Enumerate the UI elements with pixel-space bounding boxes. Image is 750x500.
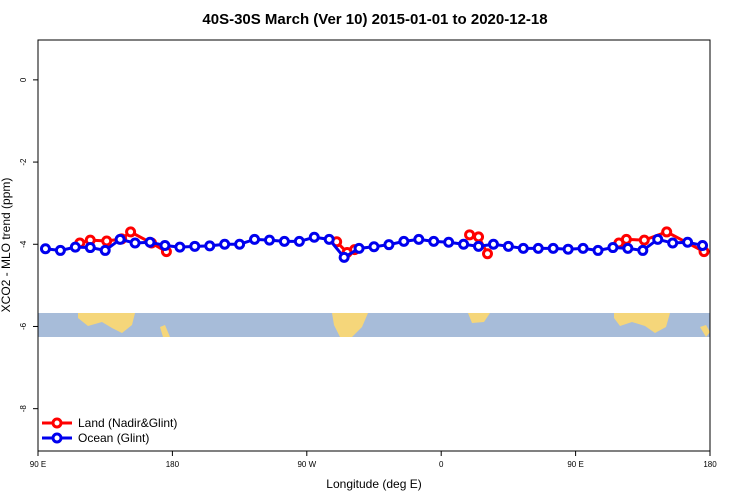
point <box>249 233 261 245</box>
point <box>234 238 246 250</box>
point <box>189 240 201 252</box>
chart-title: 40S-30S March (Ver 10) 2015-01-01 to 202… <box>202 11 547 28</box>
point <box>293 235 305 247</box>
x-tick-label: 180 <box>703 460 717 469</box>
point <box>661 226 673 238</box>
legend-marker <box>51 417 63 429</box>
point <box>204 240 216 252</box>
legend-marker <box>51 432 63 444</box>
legend-label: Ocean (Glint) <box>78 431 149 445</box>
point <box>481 248 493 260</box>
point <box>159 240 171 251</box>
point <box>114 233 126 245</box>
point <box>562 243 574 255</box>
point <box>338 251 350 263</box>
point <box>54 244 66 256</box>
point <box>464 229 476 241</box>
point <box>638 234 650 246</box>
point <box>101 235 113 247</box>
point <box>398 235 410 247</box>
point <box>219 238 231 250</box>
point <box>308 231 320 243</box>
point <box>637 244 649 256</box>
point <box>458 238 470 250</box>
point <box>682 236 694 248</box>
point <box>592 244 604 256</box>
point <box>532 242 544 254</box>
point <box>263 234 275 246</box>
y-tick-label: 0 <box>19 77 28 82</box>
legend-label: Land (Nadir&Glint) <box>78 416 177 430</box>
point <box>353 242 365 254</box>
x-tick-label: 180 <box>166 460 180 469</box>
map-strip <box>38 313 710 337</box>
y-tick-label: -2 <box>19 158 28 166</box>
x-tick-label: 0 <box>439 460 444 469</box>
point <box>69 241 81 253</box>
point <box>84 242 96 254</box>
point <box>473 240 485 252</box>
point <box>428 235 440 247</box>
point <box>443 236 455 248</box>
x-tick-label: 90 W <box>297 460 316 469</box>
point <box>652 233 664 245</box>
point <box>697 240 709 251</box>
plot-frame <box>37 39 711 452</box>
y-tick-label: -6 <box>19 322 28 330</box>
point <box>144 236 156 248</box>
point <box>129 237 141 249</box>
point <box>323 233 335 245</box>
point <box>607 242 619 254</box>
point <box>39 243 51 255</box>
point <box>125 226 137 238</box>
x-axis-label: Longitude (deg E) <box>326 477 421 491</box>
point <box>383 239 395 251</box>
point <box>99 244 111 256</box>
point <box>502 240 514 252</box>
point <box>174 241 186 253</box>
point <box>487 238 499 250</box>
point <box>413 233 425 245</box>
x-tick-label: 90 E <box>567 460 583 469</box>
point <box>620 233 632 245</box>
x-tick-label: 90 E <box>30 460 46 469</box>
point <box>517 242 529 254</box>
point <box>547 242 559 254</box>
point <box>368 241 380 253</box>
point <box>667 237 679 249</box>
y-tick-label: -8 <box>19 405 28 413</box>
point <box>577 242 589 254</box>
point <box>473 231 485 243</box>
point <box>278 235 290 247</box>
point <box>622 242 634 254</box>
y-axis-label: XCO2 - MLO trend (ppm) <box>0 178 13 313</box>
y-tick-label: -4 <box>19 240 28 248</box>
